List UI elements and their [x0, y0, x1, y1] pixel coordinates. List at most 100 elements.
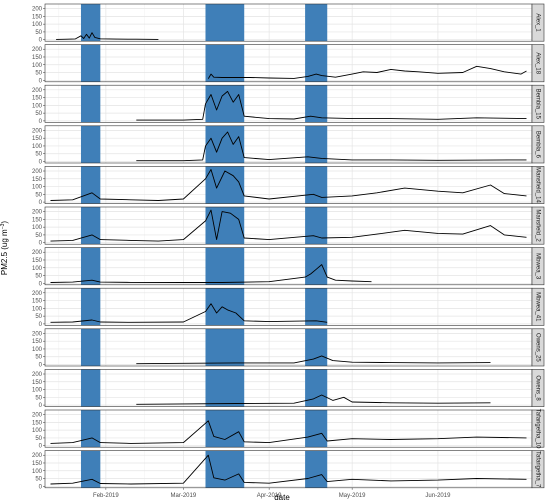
y-tick-label: 200 — [32, 413, 43, 419]
highlight-period — [305, 247, 328, 285]
facet-strip — [531, 84, 545, 123]
y-tick-label: 100 — [32, 469, 43, 475]
y-tick-label: 50 — [35, 233, 42, 239]
highlight-period — [80, 85, 101, 123]
highlight-period — [80, 166, 101, 204]
y-tick-label: 100 — [32, 306, 43, 312]
highlight-period — [305, 288, 328, 326]
y-tick-label: 50 — [35, 192, 42, 198]
y-tick-label: 150 — [32, 96, 43, 102]
x-tick-label: May-2019 — [339, 493, 366, 499]
facet-strip-label: Tafarigetha_10 — [534, 409, 540, 449]
series-line — [50, 209, 527, 242]
y-tick-label: 150 — [32, 14, 43, 20]
x-tick-label: Jun-2019 — [425, 493, 451, 499]
facet-strip — [531, 206, 545, 245]
y-tick-label: 200 — [32, 7, 43, 13]
highlight-period — [205, 288, 245, 326]
series-line — [50, 454, 527, 485]
facet-strip-label: Mbwea_3 — [534, 253, 540, 280]
facet-strip — [531, 450, 545, 489]
y-tick-label: 50 — [35, 152, 42, 158]
y-tick-label: 0 — [39, 484, 43, 490]
series-line — [136, 394, 491, 405]
panel-background — [45, 369, 532, 407]
panel-background — [45, 328, 532, 366]
y-tick-label: 200 — [32, 291, 43, 297]
facet-strip — [531, 369, 545, 407]
y-tick-label: 150 — [32, 177, 43, 183]
y-tick-label: 50 — [35, 274, 42, 280]
y-axis-title-exponent: −3 — [0, 223, 6, 229]
highlight-period — [205, 369, 245, 407]
y-tick-label: 100 — [32, 63, 43, 69]
panels-group: 050100150200Alex_1050100150200Alex_18050… — [32, 3, 545, 490]
facet-strip — [531, 166, 545, 204]
panel-background — [45, 85, 532, 123]
y-tick-label: 200 — [32, 169, 43, 175]
y-tick-label: 150 — [32, 217, 43, 223]
x-tick-label: Mar-2019 — [171, 493, 197, 499]
y-tick-label: 200 — [32, 250, 43, 256]
highlight-period — [80, 328, 101, 366]
panel-11: 050 100 150 200 Tafarigetha_7 — [32, 450, 545, 490]
y-tick-label: 150 — [32, 339, 43, 345]
facet-strip-label: Tafarigetha_7 — [534, 451, 540, 488]
y-tick-label: 50 — [35, 355, 42, 361]
facet-strip-label: Bembla_15 — [534, 89, 540, 120]
highlight-period — [305, 4, 328, 42]
y-tick-label: 50 — [35, 436, 42, 442]
y-tick-label: 100 — [32, 347, 43, 353]
x-tick-label: Apr-2019 — [257, 493, 282, 499]
y-tick-label: 50 — [35, 30, 42, 36]
panel-background — [45, 44, 532, 82]
series-line — [136, 90, 527, 121]
highlight-period — [305, 328, 328, 366]
panel-3: 0 50 100 150 200 Bembla_6 — [32, 125, 545, 166]
highlight-period — [205, 247, 245, 285]
y-tick-label: 100 — [32, 103, 43, 109]
y-tick-label: 50 — [35, 314, 42, 320]
x-tick-label: Feb-2019 — [93, 493, 119, 499]
highlight-period — [80, 247, 101, 285]
y-tick-label: 100 — [32, 266, 43, 272]
panel-6: 050 100 150 200 Mbwea_3 — [32, 247, 545, 287]
panel-background — [45, 247, 532, 285]
y-tick-label: 200 — [32, 372, 43, 378]
y-tick-label: 0 — [39, 281, 43, 287]
y-tick-label: 150 — [32, 258, 43, 264]
facet-strip — [531, 125, 545, 164]
y-tick-label: 200 — [32, 88, 43, 94]
y-tick-label: 0 — [39, 241, 43, 247]
y-tick-label: 0 — [39, 403, 43, 409]
series-line — [50, 169, 527, 201]
highlight-period — [305, 85, 328, 123]
x-axis: Feb-2019 Mar-2019 Apr-2019 May-2019 Jun-2019 — [93, 487, 451, 499]
facet-strip — [531, 3, 545, 42]
y-tick-label: 50 — [35, 395, 42, 401]
panel-8: 0 50 100 150 200 Owens_25 — [32, 328, 545, 369]
facet-strip — [531, 409, 545, 448]
panel-background — [45, 450, 532, 488]
x-axis-title: date — [274, 493, 290, 502]
highlight-period — [80, 4, 101, 42]
highlight-period — [305, 369, 328, 407]
panel-background — [45, 166, 532, 204]
y-tick-label: 200 — [32, 47, 43, 53]
series-line — [136, 355, 491, 365]
y-tick-label: 0 — [39, 200, 43, 206]
highlight-period — [80, 288, 101, 326]
y-tick-label: 150 — [32, 461, 43, 467]
highlight-period — [205, 85, 245, 123]
y-tick-label: 100 — [32, 225, 43, 231]
y-tick-label: 50 — [35, 111, 42, 117]
y-tick-label: 100 — [32, 428, 43, 434]
y-axis-title: PM2.5 (ug m−3) — [0, 221, 9, 276]
facet-strip-label: Bembla_6 — [534, 131, 540, 159]
series-line — [50, 420, 527, 444]
y-tick-label: 0 — [39, 363, 43, 369]
y-tick-label: 200 — [32, 128, 43, 134]
